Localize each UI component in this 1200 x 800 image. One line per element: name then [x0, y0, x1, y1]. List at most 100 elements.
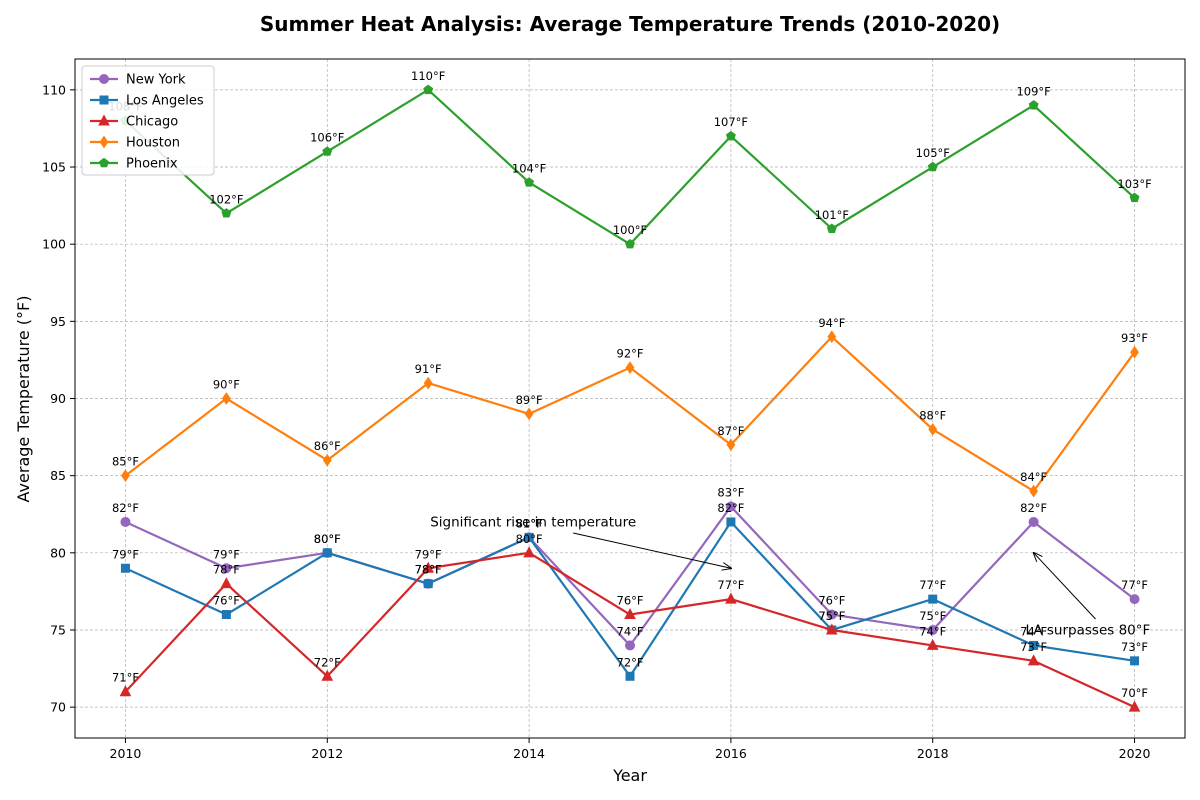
data-label-phoenix: 103°F	[1117, 177, 1151, 191]
legend-marker-new-york	[99, 74, 109, 84]
data-label-new-york: 81°F	[516, 516, 543, 530]
data-label-houston: 91°F	[415, 362, 442, 376]
data-point-los-angeles	[625, 671, 635, 681]
data-label-houston: 89°F	[516, 393, 543, 407]
data-label-los-angeles: 79°F	[112, 547, 139, 561]
data-label-chicago: 71°F	[112, 671, 139, 685]
legend-item-los-angeles: Los Angeles	[90, 94, 204, 109]
legend-marker-los-angeles	[99, 95, 109, 105]
data-point-los-angeles	[120, 563, 130, 573]
data-label-phoenix: 101°F	[815, 208, 849, 222]
data-label-new-york: 74°F	[617, 624, 644, 638]
data-label-los-angeles: 82°F	[717, 501, 744, 515]
data-point-new-york	[1028, 516, 1039, 527]
y-tick-label: 100	[42, 237, 66, 252]
y-axis-label: Average Temperature (°F)	[14, 296, 33, 503]
x-tick-label: 2018	[917, 746, 949, 761]
legend-label-los-angeles: Los Angeles	[126, 94, 204, 109]
data-point-houston	[827, 330, 837, 344]
data-label-chicago: 70°F	[1121, 686, 1148, 700]
data-label-new-york: 82°F	[1020, 501, 1047, 515]
series-phoenix	[120, 84, 1140, 249]
legend-item-phoenix: Phoenix	[90, 157, 178, 172]
data-label-phoenix: 105°F	[916, 146, 950, 160]
data-point-los-angeles	[928, 594, 938, 604]
data-point-chicago	[1128, 700, 1141, 712]
data-label-los-angeles: 76°F	[213, 594, 240, 608]
data-label-chicago: 74°F	[919, 624, 946, 638]
data-label-new-york: 82°F	[112, 501, 139, 515]
data-point-new-york	[625, 640, 635, 651]
data-point-new-york	[120, 516, 131, 527]
data-label-chicago: 80°F	[516, 532, 543, 546]
data-label-houston: 88°F	[919, 408, 946, 422]
axis-ticks: 2010 2012 2014 2016 2018 2020 70 75 80 85 90 95 100 1…	[42, 82, 1150, 761]
x-tick-label: 2010	[110, 746, 142, 761]
legend-marker-houston	[99, 135, 109, 149]
y-tick-label: 105	[42, 160, 66, 175]
data-label-houston: 93°F	[1121, 331, 1148, 345]
data-label-chicago: 72°F	[314, 655, 341, 669]
data-point-houston	[625, 361, 635, 375]
y-tick-label: 90	[50, 391, 66, 406]
data-point-phoenix	[625, 238, 635, 249]
annotation-arrow	[573, 532, 731, 568]
y-tick-label: 110	[42, 82, 66, 97]
data-point-los-angeles	[322, 548, 332, 558]
data-label-chicago: 73°F	[1020, 640, 1047, 654]
data-label-houston: 94°F	[818, 316, 845, 330]
data-point-chicago	[422, 561, 435, 573]
data-label-chicago: 79°F	[415, 547, 442, 561]
data-label-chicago: 77°F	[717, 578, 744, 592]
data-point-phoenix	[826, 223, 837, 233]
annotation-arrow	[1034, 553, 1096, 620]
data-label-houston: 86°F	[314, 439, 341, 453]
data-point-los-angeles	[524, 532, 534, 542]
data-point-new-york	[221, 563, 232, 574]
data-point-chicago	[119, 685, 132, 697]
data-label-los-angeles: 77°F	[919, 578, 946, 592]
legend-label-new-york: New York	[126, 73, 186, 88]
data-label-los-angeles: 75°F	[818, 609, 845, 623]
data-label-houston: 87°F	[717, 424, 744, 438]
legend-label-chicago: Chicago	[126, 115, 178, 130]
data-point-chicago	[725, 592, 737, 604]
data-point-houston	[726, 438, 736, 452]
y-tick-label: 95	[50, 314, 66, 329]
data-point-houston	[221, 392, 231, 405]
data-label-los-angeles: 74°F	[1020, 624, 1047, 638]
data-point-los-angeles	[1029, 640, 1039, 650]
data-point-chicago	[1027, 654, 1040, 666]
y-tick-label: 80	[50, 545, 66, 560]
data-point-chicago	[926, 638, 939, 650]
data-label-los-angeles: 73°F	[1121, 640, 1148, 654]
data-label-phoenix: 102°F	[209, 192, 243, 206]
data-point-phoenix	[725, 130, 736, 141]
data-label-houston: 85°F	[112, 455, 139, 469]
data-label-chicago: 76°F	[617, 594, 644, 608]
data-label-new-york: 77°F	[1121, 578, 1148, 592]
data-label-los-angeles: 78°F	[415, 563, 442, 577]
data-point-new-york	[725, 501, 736, 512]
data-point-phoenix	[423, 84, 434, 95]
data-label-phoenix: 100°F	[613, 223, 647, 237]
annotation-text: LA surpasses 80°F	[1026, 622, 1151, 638]
data-label-phoenix: 106°F	[310, 131, 344, 145]
data-label-phoenix: 104°F	[512, 161, 546, 175]
data-point-new-york	[1129, 594, 1140, 605]
series-los-angeles	[120, 517, 1140, 681]
data-label-chicago: 78°F	[213, 563, 240, 577]
data-label-los-angeles: 80°F	[314, 532, 341, 546]
data-point-houston	[322, 453, 332, 467]
data-label-los-angeles: 81°F	[516, 516, 543, 530]
chart-title: Summer Heat Analysis: Average Temperatur…	[260, 12, 1000, 36]
data-label-new-york: 80°F	[314, 532, 341, 546]
data-label-houston: 84°F	[1020, 470, 1047, 484]
data-point-phoenix	[322, 146, 333, 156]
data-label-new-york: 75°F	[919, 609, 946, 623]
data-point-los-angeles	[726, 517, 736, 527]
data-point-chicago	[825, 623, 838, 635]
data-point-new-york	[826, 609, 837, 620]
x-tick-label: 2014	[513, 746, 545, 761]
